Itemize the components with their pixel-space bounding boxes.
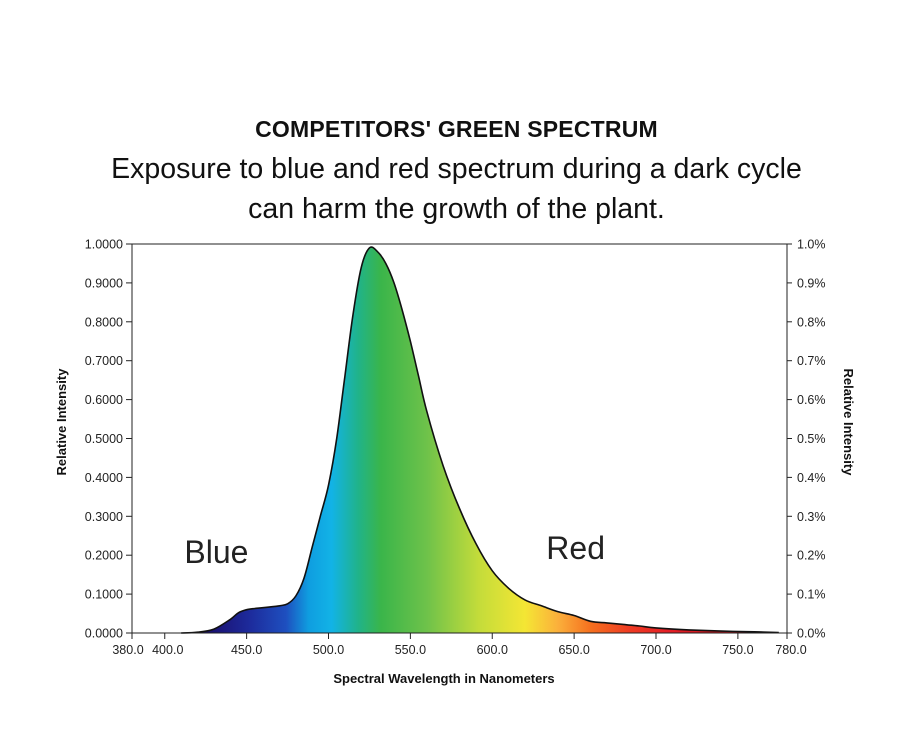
spectrum-area <box>181 247 779 634</box>
y2-axis-label: Relative Intensity <box>841 369 856 477</box>
y2-tick-label: 0.1% <box>797 588 826 602</box>
y-axis-label: Relative Intensity <box>54 368 69 476</box>
y-tick-label: 0.8000 <box>85 315 123 329</box>
y2-tick-label: 0.3% <box>797 510 826 524</box>
y2-tick-label: 0.8% <box>797 315 826 329</box>
y2-tick-label: 0.4% <box>797 471 826 485</box>
y2-tick-label: 0.5% <box>797 432 826 446</box>
x-tick-label: 500.0 <box>313 643 344 657</box>
annotation-blue: Blue <box>184 534 248 570</box>
x-tick-label: 650.0 <box>558 643 589 657</box>
y2-tick-label: 0.0% <box>797 627 826 641</box>
spectrum-line <box>181 246 779 634</box>
y2-tick-label: 0.9% <box>797 276 826 290</box>
y-tick-label: 0.2000 <box>85 549 123 563</box>
x-axis-label: Spectral Wavelength in Nanometers <box>333 671 554 686</box>
x-tick-label: 400.0 <box>152 643 183 657</box>
x-tick-label: 780.0 <box>775 643 806 657</box>
x-tick-label: 450.0 <box>231 643 262 657</box>
x-tick-label: 550.0 <box>395 643 426 657</box>
chart-subtitle: Exposure to blue and red spectrum during… <box>111 153 802 225</box>
y-tick-label: 0.0000 <box>85 627 123 641</box>
y-tick-label: 0.7000 <box>85 354 123 368</box>
y-tick-label: 0.5000 <box>85 432 123 446</box>
y2-tick-label: 0.6% <box>797 393 826 407</box>
y-tick-label: 0.3000 <box>85 510 123 524</box>
x-tick-label: 700.0 <box>640 643 671 657</box>
annotation-red: Red <box>546 530 605 566</box>
x-tick-label: 750.0 <box>722 643 753 657</box>
x-tick-label: 600.0 <box>477 643 508 657</box>
y-tick-label: 0.1000 <box>85 588 123 602</box>
x-tick-label: 380.0 <box>112 643 143 657</box>
chart-title: COMPETITORS' GREEN SPECTRUM <box>255 116 658 142</box>
y2-tick-label: 1.0% <box>797 238 826 252</box>
y2-tick-label: 0.2% <box>797 549 826 563</box>
y-tick-label: 1.0000 <box>85 238 123 252</box>
y-tick-label: 0.9000 <box>85 276 123 290</box>
y-tick-label: 0.4000 <box>85 471 123 485</box>
y2-tick-label: 0.7% <box>797 354 826 368</box>
y-tick-label: 0.6000 <box>85 393 123 407</box>
